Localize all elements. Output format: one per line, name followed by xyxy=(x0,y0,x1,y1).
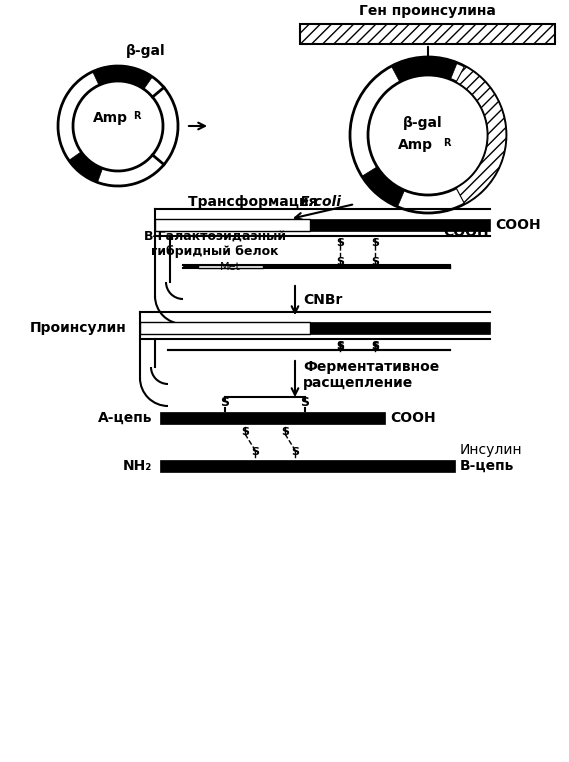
Text: S: S xyxy=(371,342,379,352)
Text: β-gal: β-gal xyxy=(126,44,166,58)
Bar xyxy=(310,322,490,334)
Text: В-цепь: В-цепь xyxy=(460,459,514,473)
Text: S: S xyxy=(300,396,310,409)
Bar xyxy=(160,412,385,424)
Text: β-gal: β-gal xyxy=(403,116,443,130)
Text: В-Галактозидазный
гибридный белок: В-Галактозидазный гибридный белок xyxy=(143,230,287,258)
Text: S: S xyxy=(281,427,289,437)
Bar xyxy=(155,219,310,231)
Text: А-цепь: А-цепь xyxy=(97,411,152,425)
Text: S: S xyxy=(241,427,249,437)
Polygon shape xyxy=(69,152,102,182)
Text: Ферментативное
расщепление: Ферментативное расщепление xyxy=(303,360,439,390)
Text: S: S xyxy=(336,238,344,248)
Text: Ген проинсулина: Ген проинсулина xyxy=(359,4,496,18)
Text: NH₂: NH₂ xyxy=(123,459,152,473)
Text: Amp: Amp xyxy=(398,138,432,152)
Bar xyxy=(140,322,310,334)
Text: S: S xyxy=(221,396,229,409)
Text: S: S xyxy=(336,341,344,351)
Text: S: S xyxy=(371,238,379,248)
Bar xyxy=(160,460,455,472)
Text: CNBr: CNBr xyxy=(303,293,343,308)
Bar xyxy=(183,265,450,268)
Bar xyxy=(198,265,263,268)
Text: S: S xyxy=(336,342,344,352)
Text: S: S xyxy=(336,257,344,267)
Text: R: R xyxy=(443,138,451,148)
Text: COOH: COOH xyxy=(390,411,436,425)
Text: COOH: COOH xyxy=(443,225,489,239)
Text: Met: Met xyxy=(220,261,241,271)
Text: Проинсулин: Проинсулин xyxy=(30,321,127,335)
Text: S: S xyxy=(371,257,379,267)
Polygon shape xyxy=(93,66,152,89)
Text: Инсулин: Инсулин xyxy=(460,443,522,457)
Polygon shape xyxy=(391,57,457,82)
Text: E.coli: E.coli xyxy=(300,195,342,209)
Text: Amp: Amp xyxy=(93,111,127,125)
Bar xyxy=(300,24,555,44)
Text: Трансформация: Трансформация xyxy=(188,195,323,209)
Text: S: S xyxy=(371,341,379,351)
Text: S: S xyxy=(291,447,299,457)
Text: R: R xyxy=(133,111,141,121)
Text: S: S xyxy=(251,447,259,457)
Text: COOH: COOH xyxy=(495,218,541,232)
Polygon shape xyxy=(362,167,405,207)
Bar xyxy=(310,219,490,231)
Polygon shape xyxy=(456,66,506,204)
